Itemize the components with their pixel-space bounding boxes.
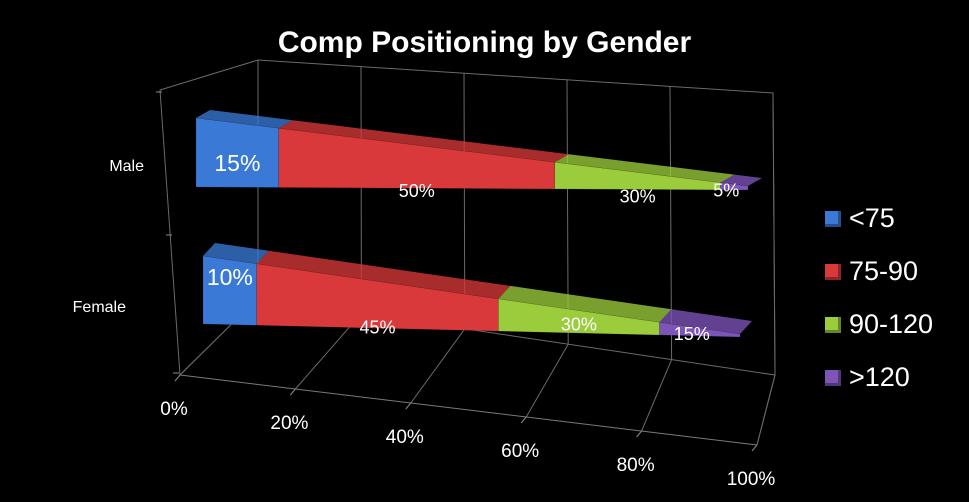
x-tick-label: 20% [270,413,308,434]
data-label: 5% [713,180,739,200]
data-label: 15% [674,324,710,344]
legend-item: 90-120 [825,298,933,351]
data-label: 30% [561,315,597,335]
bar-segment [720,182,749,191]
gridline [410,328,466,404]
x-tick-mark [636,430,642,438]
legend-swatch [825,210,841,227]
data-label: 30% [620,186,656,206]
chart-title: Comp Positioning by Gender [277,26,692,59]
gridline [772,92,776,376]
side-wall-top-edge [159,59,259,91]
legend-label: <75 [849,203,895,233]
legend-label: >120 [849,362,910,392]
x-tick-mark [290,388,296,396]
bar-segment-top [203,243,269,264]
x-tick-label: 100% [727,469,776,490]
bar-segment [659,322,741,338]
bar-segment-top [659,309,752,334]
bar-segment-top [498,285,672,323]
chart-legend: <75 75-90 90-120 >120 [825,192,933,404]
legend-label: 75-90 [849,256,919,286]
data-label: 15% [214,150,260,176]
legend-item: <75 [825,192,933,245]
x-tick-label: 0% [160,399,188,420]
bar-segment-top [720,174,762,186]
gridline [641,359,673,432]
gridline [756,374,776,446]
legend-item: >120 [825,351,933,404]
bar-segment-top [196,110,293,129]
legend-label: 90-120 [849,309,934,339]
category-label: Female [73,299,126,316]
x-tick-mark [405,402,412,410]
gridline [525,343,569,418]
legend-item: 75-90 [825,245,933,298]
data-label: 50% [399,181,435,201]
legend-swatch [825,369,841,386]
x-tick-label: 40% [386,427,424,448]
bar-segment-top [278,120,569,163]
x-tick-label: 60% [501,441,539,462]
bar-segment-top [554,154,735,183]
data-label: 45% [360,317,396,337]
data-label: 10% [207,264,253,290]
x-tick-mark [751,444,758,452]
x-tick-mark [520,416,527,424]
x-tick-label: 80% [617,455,655,476]
side-wall-front-edge [159,89,181,376]
x-axis-line [179,374,758,446]
legend-swatch [825,263,841,280]
bar-segment-top [256,250,511,299]
legend-swatch [825,316,841,333]
category-label: Male [109,158,144,175]
x-tick-mark [174,374,181,382]
